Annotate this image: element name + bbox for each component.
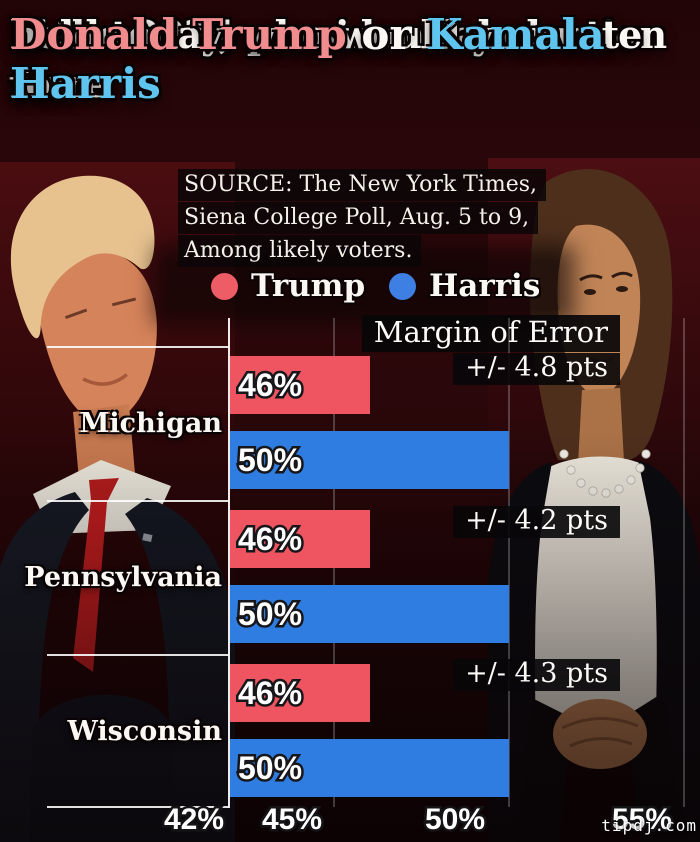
x-tick-45: 45% (259, 801, 324, 839)
title-or: or (346, 10, 427, 59)
title-line-1: If the 2024 presidential election were (10, 12, 667, 106)
moe-michigan: +/- 4.8 pts (453, 353, 620, 385)
x-tick-42: 42% (161, 801, 226, 839)
bar-harris-wisconsin: 50% (230, 739, 510, 797)
legend-harris-label: Harris (429, 268, 541, 304)
group-separator (47, 654, 229, 656)
title-trump-name: Donald Trump (10, 10, 347, 59)
x-tick-55: 55% (609, 801, 674, 839)
y-axis-line (228, 318, 230, 808)
x-tick-50: 50% (422, 801, 487, 839)
state-label-pennsylvania: Pennsylvania (24, 562, 222, 593)
axis-baseline (47, 806, 229, 808)
bar-trump-wisconsin: 46% (230, 664, 370, 722)
bar-trump-michigan: 46% (230, 356, 370, 414)
watermark: tipdj.com (601, 816, 697, 835)
gridline-50 (508, 318, 510, 807)
bar-value-label: 46% (235, 672, 304, 713)
source-line: Among likely voters. (178, 235, 422, 267)
group-separator (47, 346, 229, 348)
state-label-wisconsin: Wisconsin (67, 716, 222, 747)
harris-dot-icon (389, 272, 416, 300)
moe-wisconsin: +/- 4.3 pts (453, 659, 620, 691)
bar-value-label: 46% (235, 518, 304, 559)
margin-of-error-title: Margin of Error (361, 315, 620, 352)
legend-item-trump: Trump (211, 268, 366, 304)
title-harris-name: Kamala Harris (10, 10, 605, 108)
title-line-2: held today, who would you vote for (10, 12, 642, 106)
group-separator (47, 500, 229, 502)
moe-pennsylvania: +/- 4.2 pts (453, 506, 620, 538)
bar-trump-pennsylvania: 46% (230, 510, 370, 568)
state-label-michigan: Michigan (79, 408, 222, 439)
bar-value-label: 50% (235, 747, 304, 788)
trump-dot-icon (211, 272, 238, 300)
bar-value-label: 50% (235, 439, 304, 480)
source-line: Siena College Poll, Aug. 5 to 9, (178, 202, 539, 234)
bar-harris-pennsylvania: 50% (230, 585, 510, 643)
title-line-3: Donald Trump or Kamala Harris (10, 10, 700, 108)
bar-harris-michigan: 50% (230, 431, 510, 489)
legend-trump-label: Trump (251, 268, 366, 304)
legend-item-harris: Harris (389, 268, 541, 304)
bar-value-label: 50% (235, 593, 304, 634)
source-note: SOURCE: The New York Times, Siena Colleg… (178, 169, 578, 268)
source-line: SOURCE: The New York Times, (178, 169, 547, 201)
gridline-55 (683, 318, 685, 807)
bar-value-label: 46% (235, 364, 304, 405)
